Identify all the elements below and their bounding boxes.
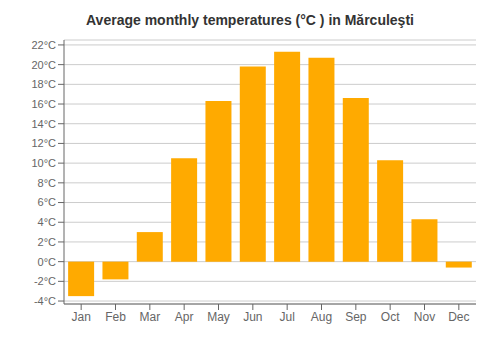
svg-text:Sep: Sep	[345, 310, 367, 324]
svg-text:18°C: 18°C	[31, 78, 56, 90]
svg-text:4°C: 4°C	[38, 216, 57, 228]
html-text:Average monthly temperatures (: Average monthly temperatures (°C ) in Mă…	[86, 12, 414, 28]
svg-text:Feb: Feb	[105, 310, 126, 324]
svg-text:16°C: 16°C	[31, 98, 56, 110]
svg-text:12°C: 12°C	[31, 137, 56, 149]
svg-text:-2°C: -2°C	[34, 275, 56, 287]
svg-text:6°C: 6°C	[38, 196, 57, 208]
svg-text:10°C: 10°C	[31, 157, 56, 169]
svg-text:Apr: Apr	[175, 310, 194, 324]
svg-text:22°C: 22°C	[31, 39, 56, 51]
svg-text:Jun: Jun	[243, 310, 262, 324]
svg-text:May: May	[207, 310, 230, 324]
svg-text:-4°C: -4°C	[34, 295, 56, 307]
svg-text:Dec: Dec	[448, 310, 469, 324]
svg-text:Mar: Mar	[139, 310, 160, 324]
svg-text:14°C: 14°C	[31, 118, 56, 130]
svg-text:Jul: Jul	[279, 310, 294, 324]
svg-text:Aug: Aug	[311, 310, 332, 324]
svg-text:Nov: Nov	[414, 310, 435, 324]
svg-text:Jan: Jan	[71, 310, 90, 324]
svg-text:2°C: 2°C	[38, 236, 57, 248]
svg-text:20°C: 20°C	[31, 59, 56, 71]
svg-text:8°C: 8°C	[38, 177, 57, 189]
svg-text:0°C: 0°C	[38, 256, 57, 268]
svg-text:Oct: Oct	[381, 310, 400, 324]
